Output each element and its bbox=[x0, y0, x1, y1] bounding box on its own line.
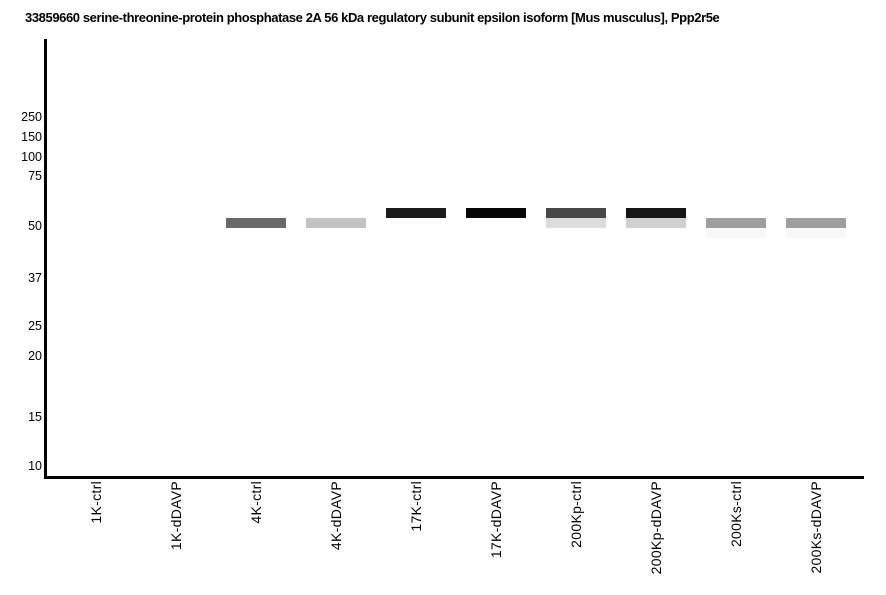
protein-band bbox=[706, 228, 766, 238]
y-tick-label: 25 bbox=[28, 319, 42, 333]
protein-band bbox=[706, 218, 766, 228]
y-tick-label: 150 bbox=[21, 130, 42, 144]
y-tick-label: 20 bbox=[28, 349, 42, 363]
lane-label: 17K-dDAVP bbox=[488, 481, 504, 559]
y-tick-label: 75 bbox=[28, 169, 42, 183]
lane-label: 200Kp-ctrl bbox=[568, 481, 584, 548]
x-axis-line bbox=[44, 476, 864, 479]
y-axis-line bbox=[44, 39, 47, 479]
lane-label: 200Ks-dDAVP bbox=[808, 481, 824, 574]
chart-title: 33859660 serine-threonine-protein phosph… bbox=[25, 10, 720, 25]
lane-label: 1K-ctrl bbox=[88, 481, 104, 524]
lane-label: 4K-dDAVP bbox=[328, 481, 344, 551]
protein-band bbox=[626, 218, 686, 228]
protein-band bbox=[226, 218, 286, 228]
protein-band bbox=[626, 208, 686, 218]
y-tick-label: 250 bbox=[21, 110, 42, 124]
lane-label: 1K-dDAVP bbox=[168, 481, 184, 551]
protein-band bbox=[546, 218, 606, 228]
protein-band bbox=[386, 208, 446, 218]
protein-band bbox=[786, 228, 846, 238]
protein-band bbox=[306, 218, 366, 228]
y-tick-label: 100 bbox=[21, 150, 42, 164]
lane-label: 17K-ctrl bbox=[408, 481, 424, 532]
lane-label: 4K-ctrl bbox=[248, 481, 264, 524]
protein-band bbox=[546, 208, 606, 218]
y-tick-label: 10 bbox=[28, 459, 42, 473]
protein-band bbox=[466, 208, 526, 218]
y-tick-label: 50 bbox=[28, 219, 42, 233]
lane-label: 200Ks-ctrl bbox=[728, 481, 744, 548]
y-tick-label: 15 bbox=[28, 410, 42, 424]
protein-band bbox=[786, 218, 846, 228]
y-tick-label: 37 bbox=[28, 271, 42, 285]
lane-label: 200Kp-dDAVP bbox=[648, 481, 664, 575]
